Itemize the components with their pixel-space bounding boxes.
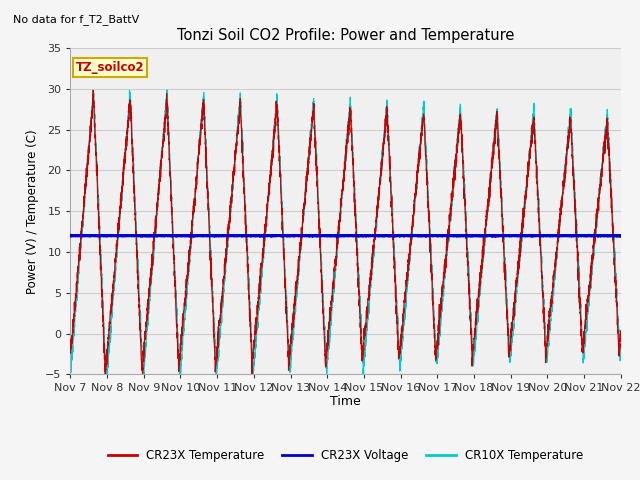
Legend: CR23X Temperature, CR23X Voltage, CR10X Temperature: CR23X Temperature, CR23X Voltage, CR10X … bbox=[103, 444, 588, 467]
CR10X Temperature bbox=[617, 349, 625, 355]
Y-axis label: Power (V) / Temperature (C): Power (V) / Temperature (C) bbox=[26, 129, 40, 293]
CR23X Temperature bbox=[500, 270, 508, 276]
CR10X Temperature bbox=[67, 371, 74, 376]
CR10X Temperature bbox=[469, 359, 477, 364]
CR23X Voltage bbox=[617, 233, 625, 239]
CR23X Temperature bbox=[325, 325, 333, 331]
X-axis label: Time: Time bbox=[330, 395, 361, 408]
CR23X Voltage bbox=[325, 233, 333, 239]
CR10X Temperature bbox=[140, 379, 147, 385]
Text: No data for f_T2_BattV: No data for f_T2_BattV bbox=[13, 14, 139, 25]
CR23X Temperature bbox=[616, 331, 624, 336]
CR23X Temperature bbox=[67, 349, 74, 355]
CR10X Temperature bbox=[439, 299, 447, 304]
CR23X Voltage bbox=[67, 232, 74, 238]
CR23X Temperature bbox=[90, 87, 97, 93]
CR23X Voltage bbox=[500, 233, 508, 239]
CR23X Temperature bbox=[469, 348, 477, 353]
Line: CR23X Temperature: CR23X Temperature bbox=[70, 90, 621, 376]
CR23X Voltage bbox=[439, 233, 447, 239]
Line: CR10X Temperature: CR10X Temperature bbox=[70, 90, 621, 382]
CR10X Temperature bbox=[325, 341, 333, 347]
Line: CR23X Voltage: CR23X Voltage bbox=[70, 235, 621, 236]
CR23X Voltage bbox=[211, 233, 218, 239]
Text: TZ_soilco2: TZ_soilco2 bbox=[76, 61, 145, 74]
CR10X Temperature bbox=[500, 252, 508, 258]
CR23X Voltage bbox=[410, 232, 418, 238]
CR23X Temperature bbox=[102, 373, 109, 379]
Title: Tonzi Soil CO2 Profile: Power and Temperature: Tonzi Soil CO2 Profile: Power and Temper… bbox=[177, 28, 515, 43]
CR23X Temperature bbox=[617, 332, 625, 337]
CR10X Temperature bbox=[163, 87, 171, 93]
CR10X Temperature bbox=[166, 152, 173, 157]
CR23X Voltage bbox=[166, 232, 173, 238]
CR23X Temperature bbox=[439, 282, 447, 288]
CR10X Temperature bbox=[616, 357, 624, 362]
CR23X Voltage bbox=[616, 233, 624, 239]
CR23X Voltage bbox=[469, 233, 477, 239]
CR23X Temperature bbox=[166, 159, 173, 165]
